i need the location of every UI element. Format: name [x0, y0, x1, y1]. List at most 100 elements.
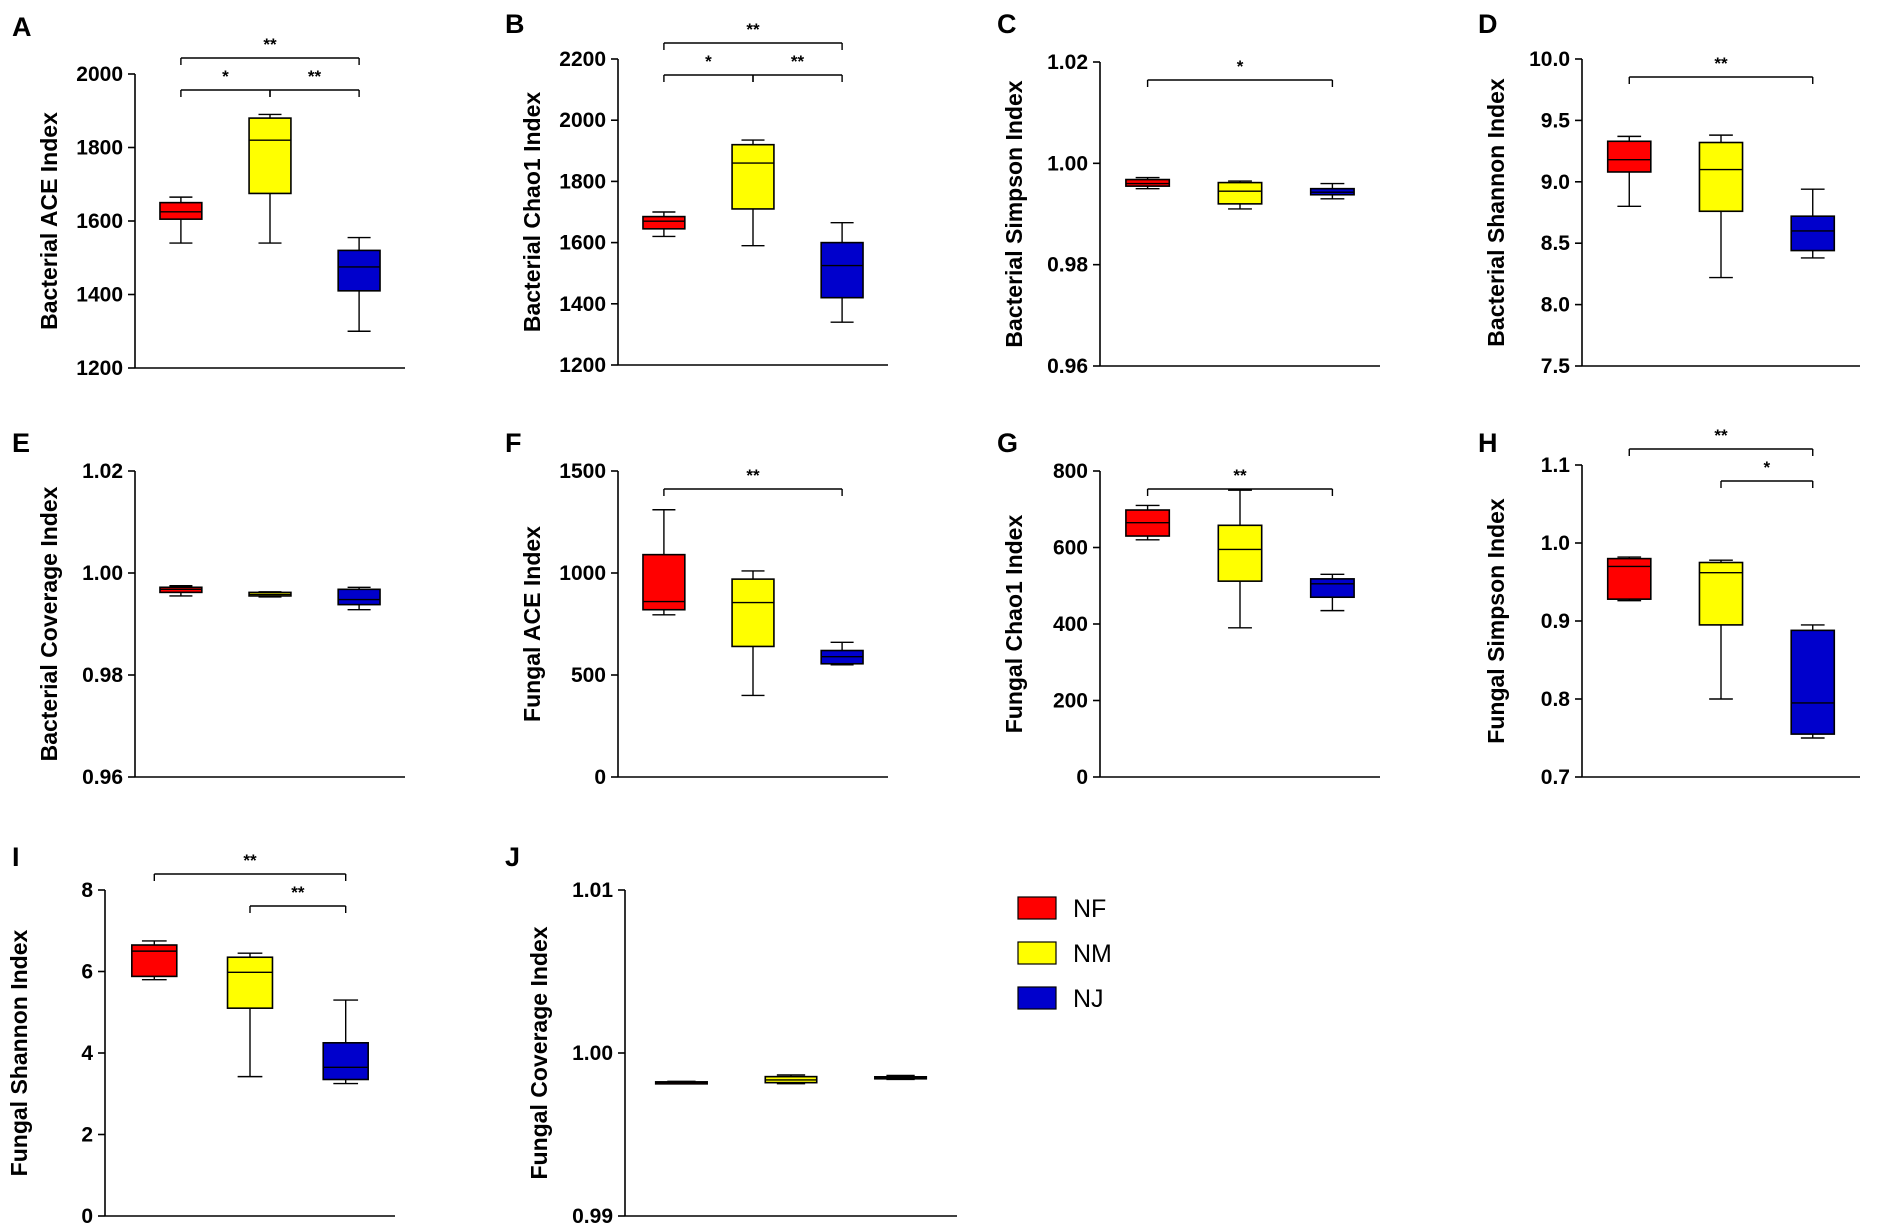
significance-bracket: **	[249, 883, 347, 913]
significance-label: *	[1764, 458, 1771, 477]
y-tick-label: 0.8	[1541, 688, 1571, 711]
y-tick-label: 0.96	[1047, 355, 1088, 378]
box-nm	[731, 570, 775, 697]
y-tick-label: 1.0	[1541, 532, 1570, 555]
significance-bracket: **	[752, 52, 843, 82]
box-body	[1606, 140, 1652, 173]
panel-letter: C	[997, 9, 1017, 39]
box-nf	[1606, 135, 1652, 208]
legend-item-nm: NM	[1017, 940, 1112, 968]
y-tick-label: 1.1	[1541, 454, 1571, 477]
box-nf	[642, 211, 686, 238]
box-nm	[248, 113, 292, 244]
significance-label: **	[746, 20, 760, 39]
box-body	[337, 588, 381, 606]
legend-label: NF	[1073, 895, 1106, 923]
y-tick-label: 10.0	[1529, 48, 1570, 71]
significance-bracket: *	[1720, 458, 1814, 488]
y-tick-label: 1800	[559, 170, 606, 193]
y-tick-label: 0.9	[1541, 610, 1570, 633]
significance-bracket: **	[269, 67, 360, 97]
y-tick-label: 0	[81, 1205, 93, 1228]
y-tick-label: 2000	[76, 63, 123, 86]
box-body	[322, 1042, 369, 1081]
panel-e: E Bacterial Coverage Index 0.96 0.98 1.00 1.0…	[12, 428, 405, 789]
significance-bracket: **	[663, 20, 843, 50]
significance-label: **	[291, 883, 305, 902]
significance-bracket: *	[180, 67, 271, 97]
significance-bracket: **	[180, 35, 360, 65]
panel-j: J Fungal Coverage Index 0.99 1.00 1.01	[505, 842, 957, 1228]
significance-label: **	[1714, 54, 1728, 73]
legend: NF NM NJ	[1017, 895, 1112, 1013]
legend-item-nj: NJ	[1017, 985, 1104, 1013]
box-body	[159, 201, 203, 220]
significance-bracket: *	[1146, 57, 1334, 87]
legend-item-nf: NF	[1017, 895, 1106, 923]
panel-i: I Fungal Shannon Index 0 2 4 6 8 ** **	[6, 842, 395, 1228]
y-tick-label: 2200	[559, 48, 606, 71]
y-axis-label: Bacterial Coverage Index	[36, 486, 62, 761]
box-body	[1606, 557, 1652, 600]
box-nj	[1790, 188, 1836, 259]
box-body	[1125, 178, 1171, 187]
legend-label: NM	[1073, 940, 1112, 968]
y-tick-label: 1600	[76, 210, 123, 233]
y-tick-label: 1400	[76, 284, 123, 307]
box-nj	[820, 222, 864, 323]
y-tick-label: 0	[1076, 766, 1088, 789]
y-tick-label: 1.00	[82, 562, 123, 585]
y-tick-label: 8.5	[1541, 232, 1571, 255]
box-nm	[731, 139, 775, 247]
box-nm	[1217, 489, 1263, 629]
panel-letter: A	[12, 12, 32, 42]
y-axis-label: Bacterial Simpson Index	[1001, 80, 1027, 347]
y-tick-label: 1200	[559, 354, 606, 377]
panel-c: C Bacterial Simpson Index 0.96 0.98 1.00 1.02…	[997, 9, 1380, 378]
significance-bracket: **	[1146, 466, 1334, 496]
box-nf	[159, 585, 203, 597]
y-tick-label: 1400	[559, 293, 606, 316]
y-tick-label: 0.7	[1541, 766, 1570, 789]
legend-swatch	[1017, 941, 1057, 965]
legend-label: NJ	[1073, 985, 1104, 1013]
y-tick-label: 1.00	[572, 1042, 613, 1065]
box-nf	[642, 509, 686, 616]
box-body	[1790, 215, 1836, 252]
box-nm	[764, 1074, 818, 1085]
panel-letter: E	[12, 428, 30, 458]
y-tick-label: 400	[1053, 613, 1088, 636]
box-nj	[874, 1074, 928, 1081]
panel-f: F Fungal ACE Index 0 500 1000 1500 **	[505, 428, 888, 789]
box-nj	[337, 236, 381, 332]
box-nf	[654, 1080, 708, 1085]
legend-swatch	[1017, 986, 1057, 1010]
y-axis-label: Bacterial Shannon Index	[1483, 78, 1509, 347]
box-body	[1217, 181, 1263, 205]
significance-label: **	[243, 851, 257, 870]
box-nf	[1125, 176, 1171, 190]
box-body	[1790, 629, 1836, 735]
y-tick-label: 1.00	[1047, 152, 1088, 175]
significance-bracket: **	[153, 851, 347, 881]
box-nj	[1309, 182, 1355, 200]
box-nj	[1309, 573, 1355, 612]
box-nf	[1125, 504, 1171, 541]
box-nj	[1790, 624, 1836, 739]
y-tick-label: 1200	[76, 357, 123, 380]
box-nf	[131, 940, 178, 981]
y-tick-label: 9.5	[1541, 109, 1571, 132]
y-tick-label: 1800	[76, 137, 123, 160]
y-axis-label: Fungal Coverage Index	[526, 926, 552, 1179]
panel-g: G Fungal Chao1 Index 0 200 400 600 800 **	[997, 428, 1380, 789]
box-body	[1698, 141, 1744, 213]
box-body	[248, 117, 292, 195]
significance-bracket: **	[1628, 54, 1814, 84]
panel-letter: G	[997, 428, 1018, 458]
box-body	[1309, 578, 1355, 599]
y-tick-label: 1000	[559, 562, 606, 585]
significance-bracket: **	[663, 466, 843, 496]
